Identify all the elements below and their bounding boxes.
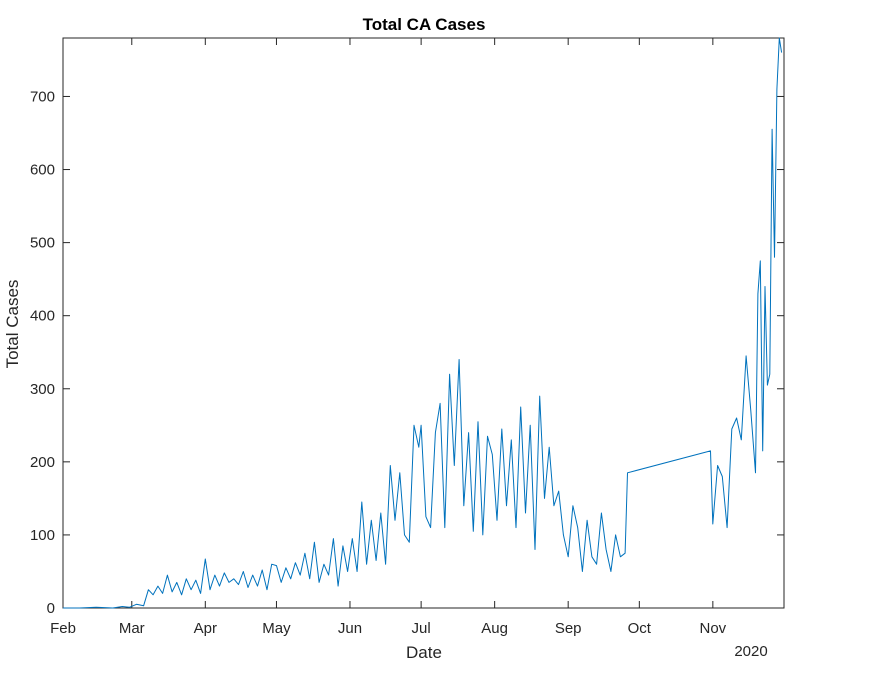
x-tick-label: Nov (700, 620, 727, 637)
y-tick-label: 0 (47, 600, 55, 617)
series-line-total-cases (63, 37, 783, 609)
x-tick-label: Feb (50, 620, 76, 637)
x-axis-year-label: 2020 (734, 643, 767, 660)
y-tick-label: 500 (30, 235, 55, 252)
x-tick-label: May (262, 620, 291, 637)
y-tick-label: 300 (30, 381, 55, 398)
y-axis: 0 100 200 300 400 500 600 700 (30, 88, 784, 617)
plot-box (62, 37, 785, 609)
x-tick-label: Mar (119, 620, 145, 637)
y-tick-label: 100 (30, 527, 55, 544)
x-axis: Feb Mar Apr May Jun Jul Aug Sep Oct Nov (50, 38, 727, 637)
x-tick-label: Oct (628, 620, 652, 637)
x-tick-label: Apr (194, 620, 217, 637)
x-axis-title: Date (406, 643, 442, 662)
y-tick-label: 400 (30, 308, 55, 325)
y-tick-label: 700 (30, 88, 55, 105)
x-tick-label: Jul (412, 620, 431, 637)
y-axis-title: Total Cases (3, 280, 22, 369)
x-tick-label: Jun (338, 620, 362, 637)
y-tick-label: 200 (30, 454, 55, 471)
y-tick-label: 600 (30, 162, 55, 179)
plot-area (62, 37, 785, 609)
series-layer (63, 37, 783, 609)
x-tick-label: Sep (555, 620, 582, 637)
x-tick-label: Aug (481, 620, 508, 637)
chart-title: Total CA Cases (363, 15, 486, 34)
